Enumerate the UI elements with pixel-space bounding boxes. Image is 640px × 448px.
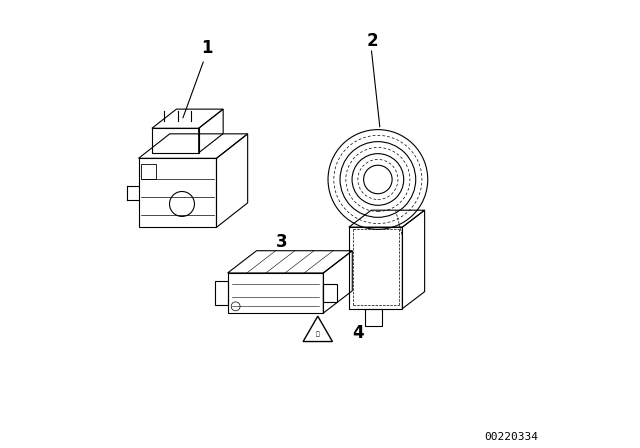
Text: 1: 1 (201, 39, 212, 57)
Text: 2: 2 (367, 31, 378, 50)
Text: 4: 4 (352, 324, 364, 342)
Text: 3: 3 (276, 233, 288, 251)
Text: 00220334: 00220334 (484, 432, 538, 442)
Text: 🔑: 🔑 (316, 332, 319, 337)
